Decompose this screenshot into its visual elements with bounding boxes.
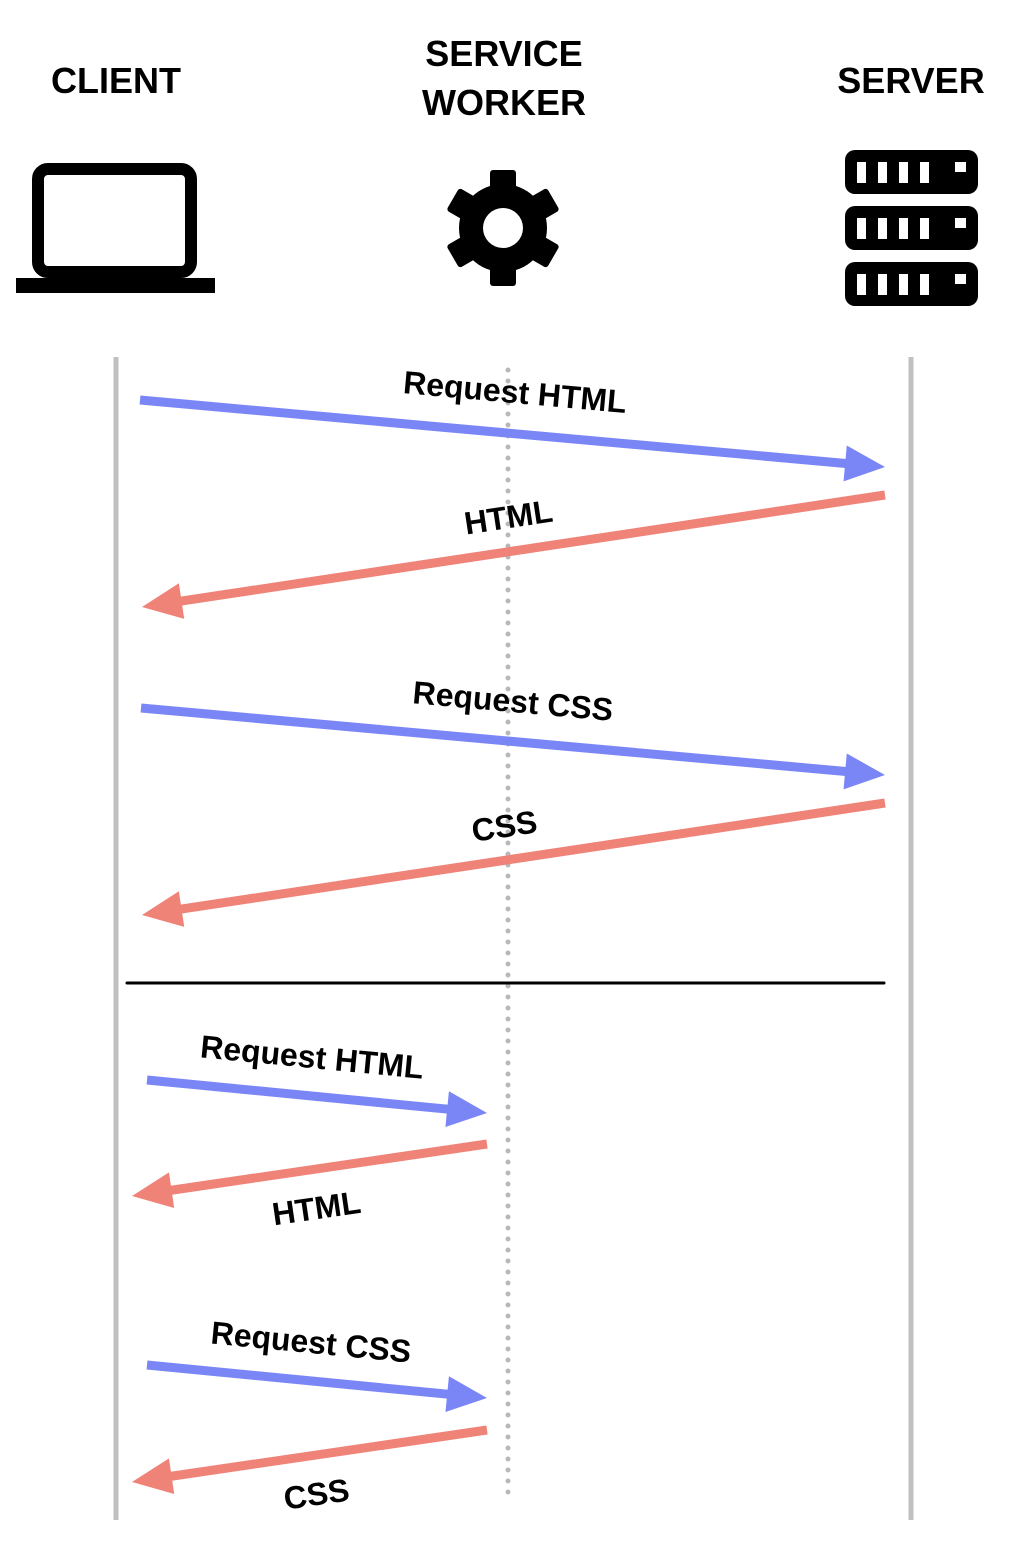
sw-request-css-label: Request CSS bbox=[209, 1315, 412, 1370]
sw-request-html-label: Request HTML bbox=[199, 1028, 425, 1085]
arrow-shaft bbox=[140, 703, 848, 777]
arrow-head bbox=[132, 1458, 175, 1495]
html-response-arrow bbox=[142, 490, 886, 619]
request-html-arrow bbox=[139, 395, 885, 482]
sw-html-response-arrow bbox=[132, 1139, 488, 1209]
arrow-shaft bbox=[168, 1139, 488, 1195]
arrow-head bbox=[843, 753, 885, 790]
server-led bbox=[955, 274, 966, 284]
server-slot bbox=[857, 274, 866, 295]
client-title: CLIENT bbox=[51, 60, 181, 101]
server-led bbox=[955, 162, 966, 172]
server-slot bbox=[920, 162, 929, 183]
arrow-head bbox=[445, 1091, 487, 1128]
gear-icon bbox=[447, 170, 559, 286]
arrow-shaft bbox=[146, 1360, 450, 1399]
server-slot bbox=[899, 218, 908, 239]
server-slot bbox=[878, 162, 887, 183]
server-slot bbox=[899, 162, 908, 183]
sw-css-response-arrow bbox=[132, 1425, 488, 1495]
server-slot bbox=[920, 274, 929, 295]
css-response-arrow bbox=[142, 798, 886, 927]
sw-css-response-label: CSS bbox=[281, 1472, 351, 1517]
server-slot bbox=[899, 274, 908, 295]
css-response-label: CSS bbox=[469, 803, 539, 848]
arrow-shaft bbox=[146, 1075, 450, 1114]
laptop-icon bbox=[16, 163, 215, 293]
service-worker-title-line1: SERVICE bbox=[425, 33, 582, 74]
server-title: SERVER bbox=[837, 60, 984, 101]
arrow-head bbox=[843, 445, 885, 482]
arrow-head bbox=[142, 891, 185, 927]
sw-html-response-label: HTML bbox=[270, 1184, 363, 1232]
sw-request-css-arrow bbox=[146, 1360, 487, 1413]
service-worker-title-line2: WORKER bbox=[422, 82, 586, 123]
server-rack-icon bbox=[845, 150, 978, 306]
server-slot bbox=[857, 162, 866, 183]
request-html-label: Request HTML bbox=[402, 364, 628, 420]
server-led bbox=[955, 218, 966, 228]
server-slot bbox=[878, 218, 887, 239]
sw-request-html-arrow bbox=[146, 1075, 487, 1128]
arrow-shaft bbox=[168, 1425, 488, 1481]
arrow-shaft bbox=[178, 490, 886, 606]
request-css-arrow bbox=[140, 703, 885, 790]
request-css-label: Request CSS bbox=[411, 674, 614, 728]
html-response-label: HTML bbox=[462, 493, 555, 542]
arrow-shaft bbox=[139, 395, 848, 469]
arrow-head bbox=[132, 1172, 175, 1209]
arrow-head bbox=[445, 1376, 487, 1413]
server-slot bbox=[857, 218, 866, 239]
arrow-shaft bbox=[178, 798, 886, 914]
arrow-head bbox=[142, 583, 185, 619]
server-slot bbox=[878, 274, 887, 295]
server-slot bbox=[920, 218, 929, 239]
